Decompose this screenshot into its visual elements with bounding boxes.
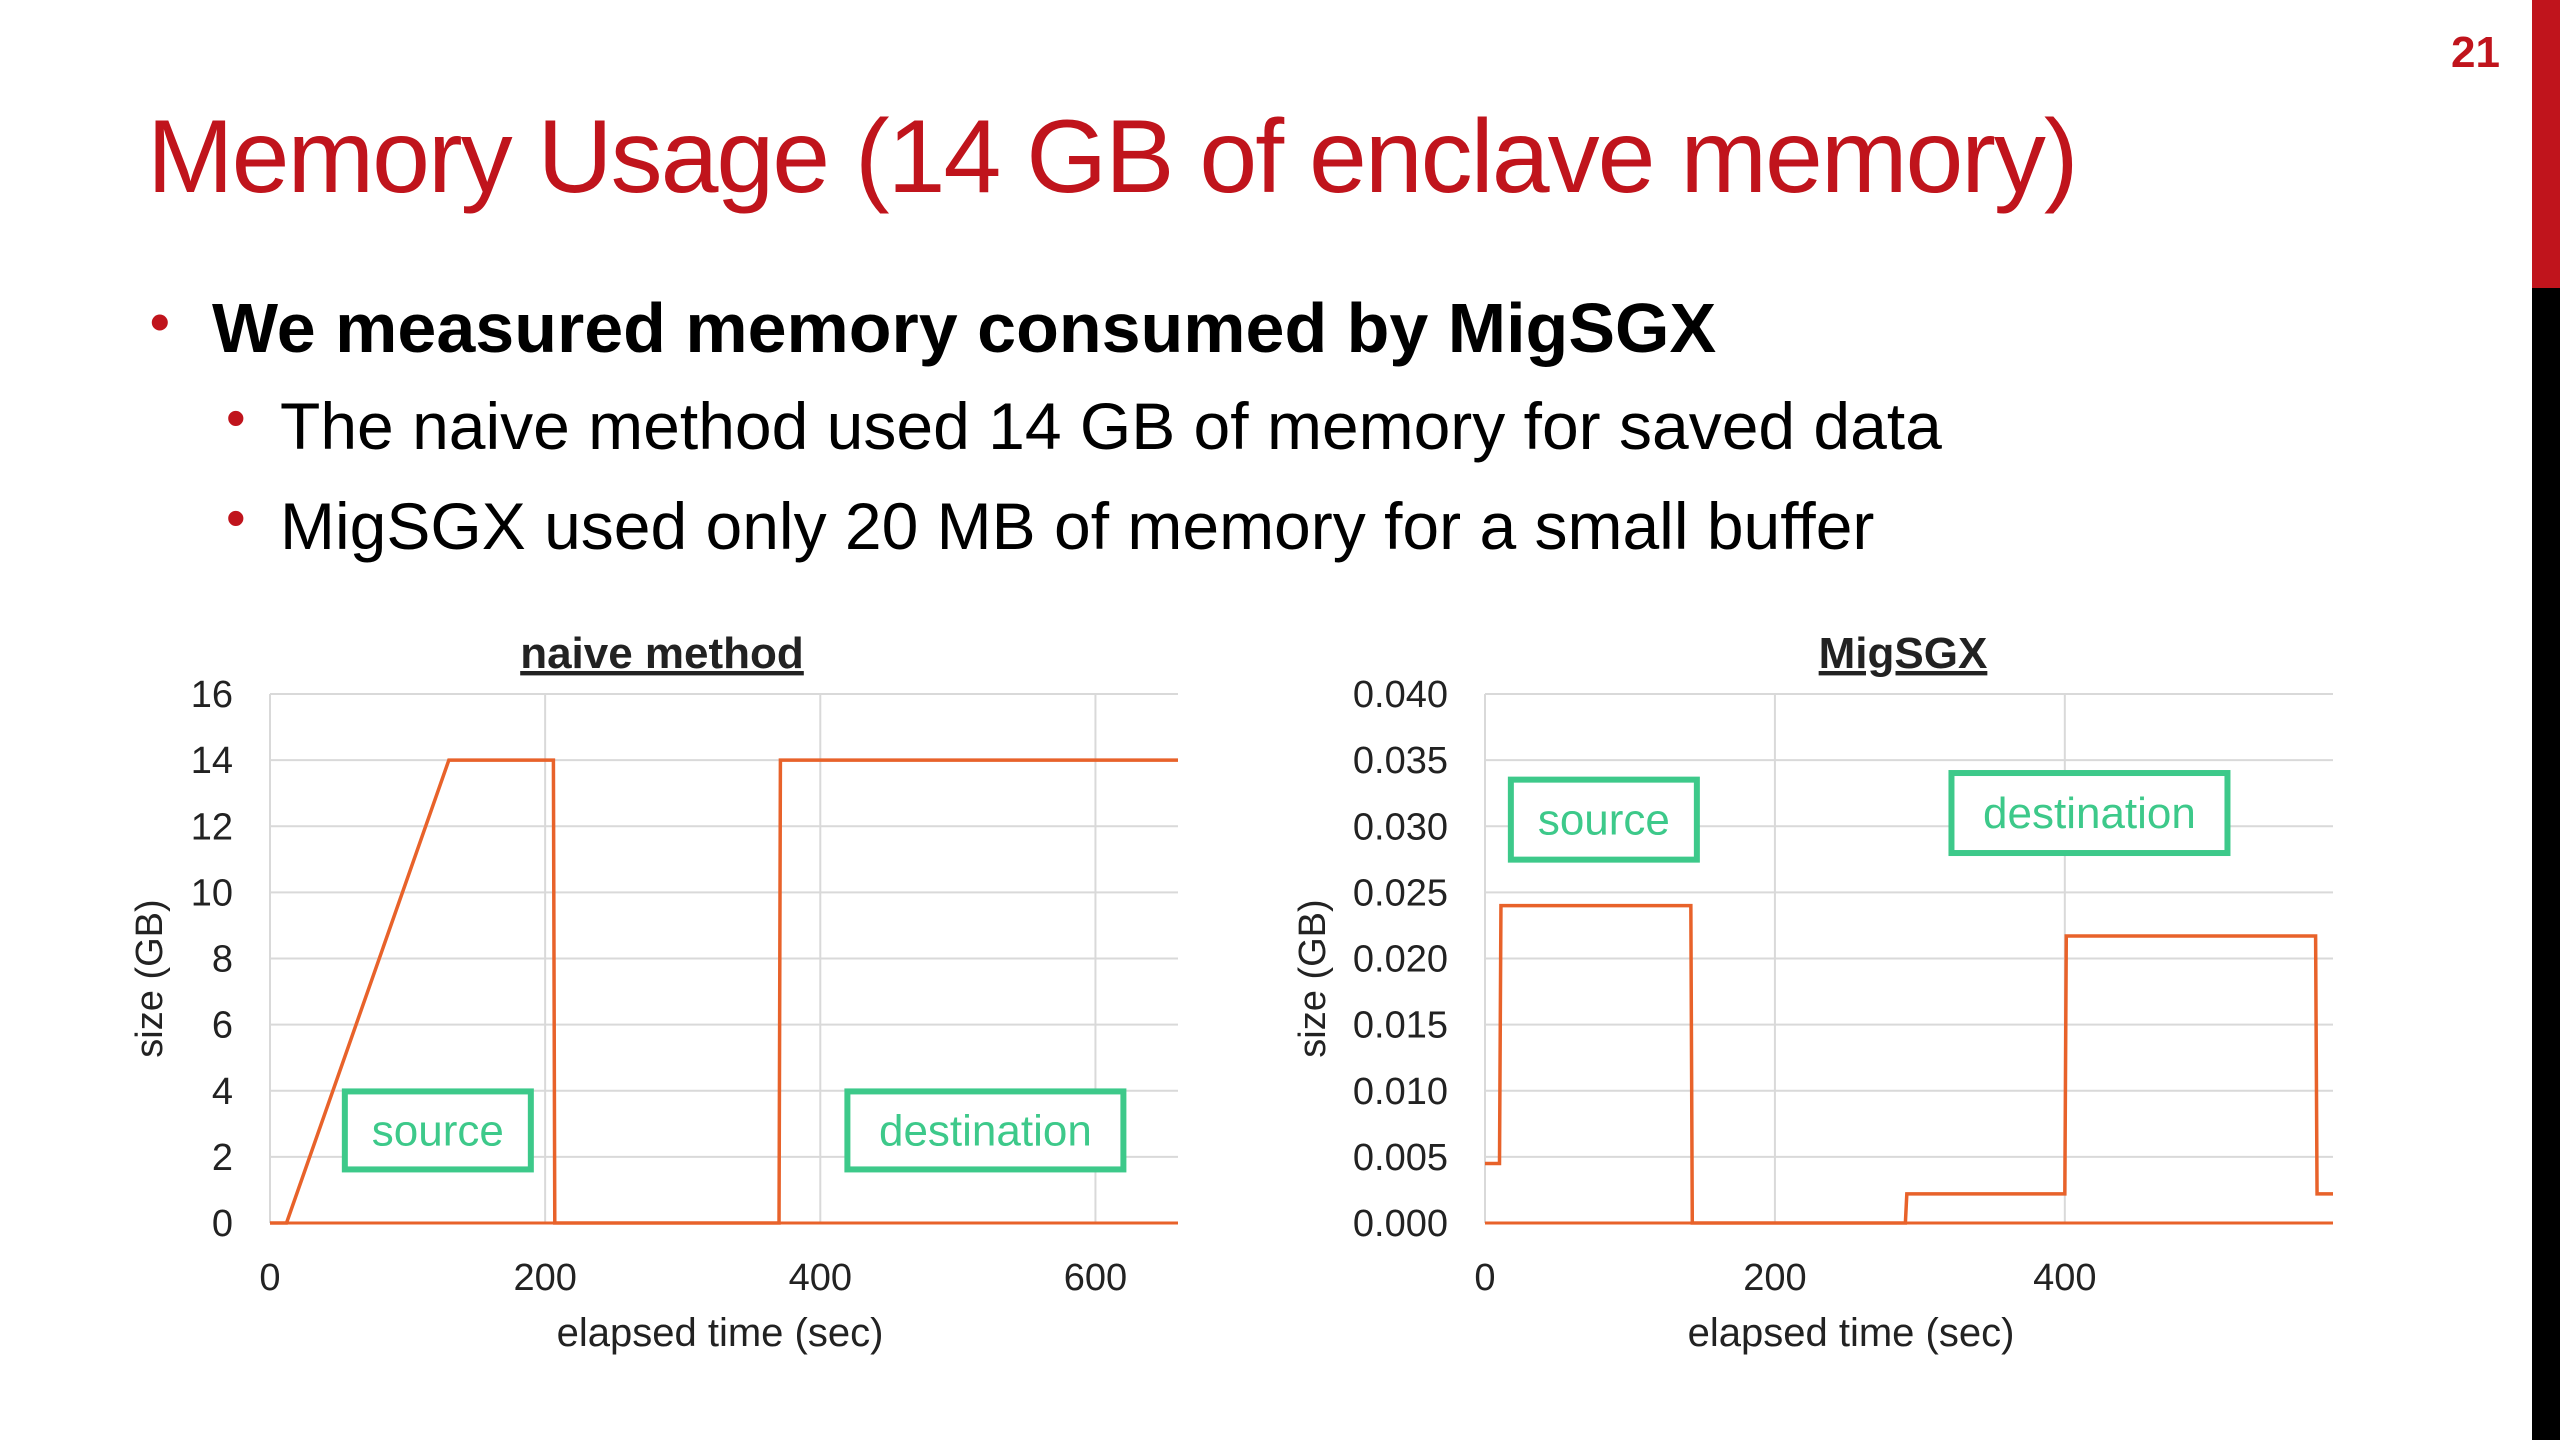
bullet-sub-text: MigSGX used only 20 MB of memory for a s… [280, 489, 1875, 563]
bullet-sub: • The naive method used 14 GB of memory … [150, 376, 1942, 476]
naive-chart-xtick-label: 200 [513, 1257, 576, 1299]
naive-chart-xtick-label: 600 [1064, 1257, 1127, 1299]
bullet-dot-icon: • [226, 486, 246, 549]
bullet-sub: • MigSGX used only 20 MB of memory for a… [150, 476, 1942, 576]
migsgx-chart-annotation-box [1948, 770, 2231, 857]
migsgx-chart-xtick-label: 0 [1474, 1257, 1495, 1299]
bullet-dot-icon: • [150, 290, 170, 353]
naive-chart-annotation-box [844, 1088, 1127, 1173]
naive-chart-ytick-label: 6 [212, 1005, 233, 1047]
migsgx-chart-annotation-label: source [1538, 796, 1670, 845]
naive-chart-annotation-box [341, 1088, 534, 1173]
naive-chart-annotation-label: source [372, 1106, 504, 1155]
migsgx-chart-ytick-label: 0.000 [1353, 1203, 1448, 1245]
side-dark-bar [2532, 288, 2560, 1440]
side-accent-bar [2532, 0, 2560, 288]
migsgx-chart-xtick-label: 400 [2033, 1257, 2096, 1299]
migsgx-chart-ytick-label: 0.040 [1353, 674, 1448, 716]
migsgx-chart-annotation-label: destination [1983, 789, 2196, 838]
naive-chart-title: naive method [520, 629, 804, 678]
migsgx-chart-ytick-label: 0.030 [1353, 806, 1448, 848]
naive-chart-ytick-label: 8 [212, 939, 233, 981]
migsgx-chart-ylabel: size (GB) [1292, 899, 1334, 1057]
bullet-list: • We measured memory consumed by MigSGX … [150, 280, 1942, 576]
bullet-main-text: We measured memory consumed by MigSGX [212, 289, 1717, 367]
migsgx-chart-ytick-label: 0.020 [1353, 939, 1448, 981]
naive-chart-series-line [270, 758, 1178, 1225]
naive-chart-xtick-label: 0 [259, 1257, 280, 1299]
naive-chart-ytick-label: 14 [191, 740, 233, 782]
migsgx-chart-ytick-label: 0.010 [1353, 1071, 1448, 1113]
naive-chart-ytick-label: 0 [212, 1203, 233, 1245]
migsgx-chart-title: MigSGX [1819, 629, 1988, 678]
bullet-sub-text: The naive method used 14 GB of memory fo… [280, 389, 1942, 463]
bullet-dot-icon: • [226, 386, 246, 449]
bullet-main: • We measured memory consumed by MigSGX [150, 280, 1942, 376]
migsgx-chart-xlabel: elapsed time (sec) [1688, 1311, 2015, 1355]
migsgx-chart-annotation-box [1507, 776, 1700, 863]
naive-chart-ytick-label: 16 [191, 674, 233, 716]
naive-chart-ytick-label: 12 [191, 806, 233, 848]
naive-chart-ytick-label: 2 [212, 1137, 233, 1179]
migsgx-chart-ytick-label: 0.035 [1353, 740, 1448, 782]
naive-chart-annotation-label: destination [879, 1106, 1092, 1155]
naive-chart-xlabel: elapsed time (sec) [557, 1311, 884, 1355]
migsgx-chart-xtick-label: 200 [1743, 1257, 1806, 1299]
naive-chart-ytick-label: 10 [191, 872, 233, 914]
migsgx-chart-ytick-label: 0.025 [1353, 872, 1448, 914]
migsgx-chart-series-line [1485, 903, 2333, 1225]
migsgx-chart-ytick-label: 0.015 [1353, 1005, 1448, 1047]
naive-chart-xtick-label: 400 [789, 1257, 852, 1299]
naive-chart-ytick-label: 4 [212, 1071, 233, 1113]
naive-chart-ylabel: size (GB) [129, 899, 171, 1057]
page-number: 21 [2451, 28, 2500, 77]
slide-title: Memory Usage (14 GB of enclave memory) [147, 99, 2079, 215]
migsgx-chart-ytick-label: 0.005 [1353, 1137, 1448, 1179]
